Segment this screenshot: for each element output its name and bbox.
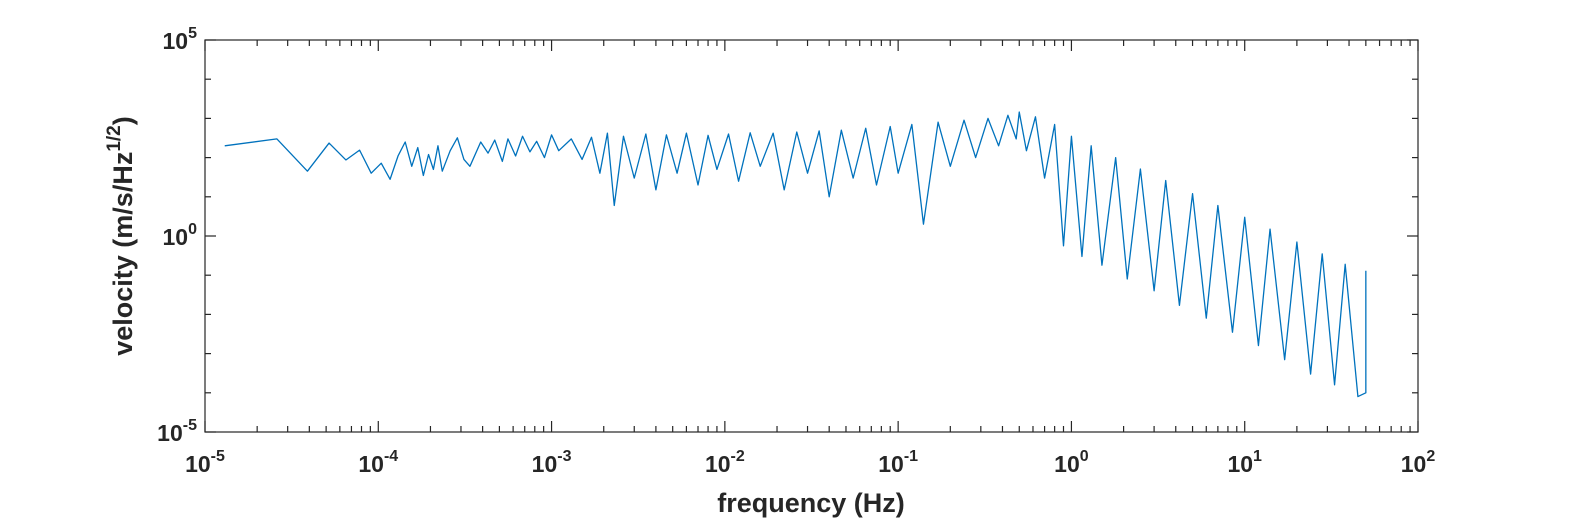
x-tick-label: 10-1 — [878, 448, 918, 477]
y-axis-label-exponent: 1/2 — [104, 125, 125, 151]
x-tick-label: 10-5 — [185, 448, 225, 477]
y-tick-label: 105 — [163, 25, 198, 54]
x-tick-label: 100 — [1054, 448, 1089, 477]
x-tick-label: 10-2 — [705, 448, 745, 477]
x-tick-label: 102 — [1401, 448, 1436, 477]
data-line — [224, 111, 1367, 398]
x-tick-label-base: 10 — [705, 451, 731, 477]
x-tick-label-base: 10 — [1054, 451, 1080, 477]
x-tick-label-base: 10 — [185, 451, 211, 477]
x-axis-label: frequency (Hz) — [717, 488, 905, 518]
y-tick-label: 100 — [163, 221, 198, 250]
x-tick-label-exponent: -5 — [211, 448, 225, 465]
x-tick-label: 10-3 — [532, 448, 572, 477]
y-axis-label: velocity (m/s/Hz1/2) — [104, 116, 138, 356]
x-tick-label-exponent: -1 — [904, 448, 918, 465]
x-tick-label-base: 10 — [1401, 451, 1427, 477]
x-tick-label: 101 — [1227, 448, 1262, 477]
y-tick-label: 10-5 — [157, 417, 197, 446]
y-tick-label-exponent: -5 — [183, 417, 197, 434]
y-tick-label-exponent: 5 — [188, 25, 197, 42]
x-tick-label-exponent: 0 — [1080, 448, 1089, 465]
x-tick-label-base: 10 — [532, 451, 558, 477]
y-tick-label-base: 10 — [157, 420, 183, 446]
x-tick-label-exponent: -3 — [557, 448, 571, 465]
x-tick-label-exponent: 2 — [1426, 448, 1435, 465]
x-tick-label-base: 10 — [1227, 451, 1253, 477]
x-tick-label-base: 10 — [358, 451, 384, 477]
y-axis-label-main: velocity (m/s/Hz — [108, 152, 138, 356]
x-tick-label-exponent: 1 — [1253, 448, 1262, 465]
x-tick-label-exponent: -2 — [731, 448, 745, 465]
x-tick-label-exponent: -4 — [384, 448, 398, 465]
y-tick-label-exponent: 0 — [188, 221, 197, 238]
x-tick-label-base: 10 — [878, 451, 904, 477]
x-tick-label: 10-4 — [358, 448, 398, 477]
y-tick-label-base: 10 — [163, 224, 189, 250]
y-tick-label-base: 10 — [163, 28, 189, 54]
y-axis-label-end: ) — [108, 116, 138, 125]
plot-frame — [204, 39, 1419, 433]
